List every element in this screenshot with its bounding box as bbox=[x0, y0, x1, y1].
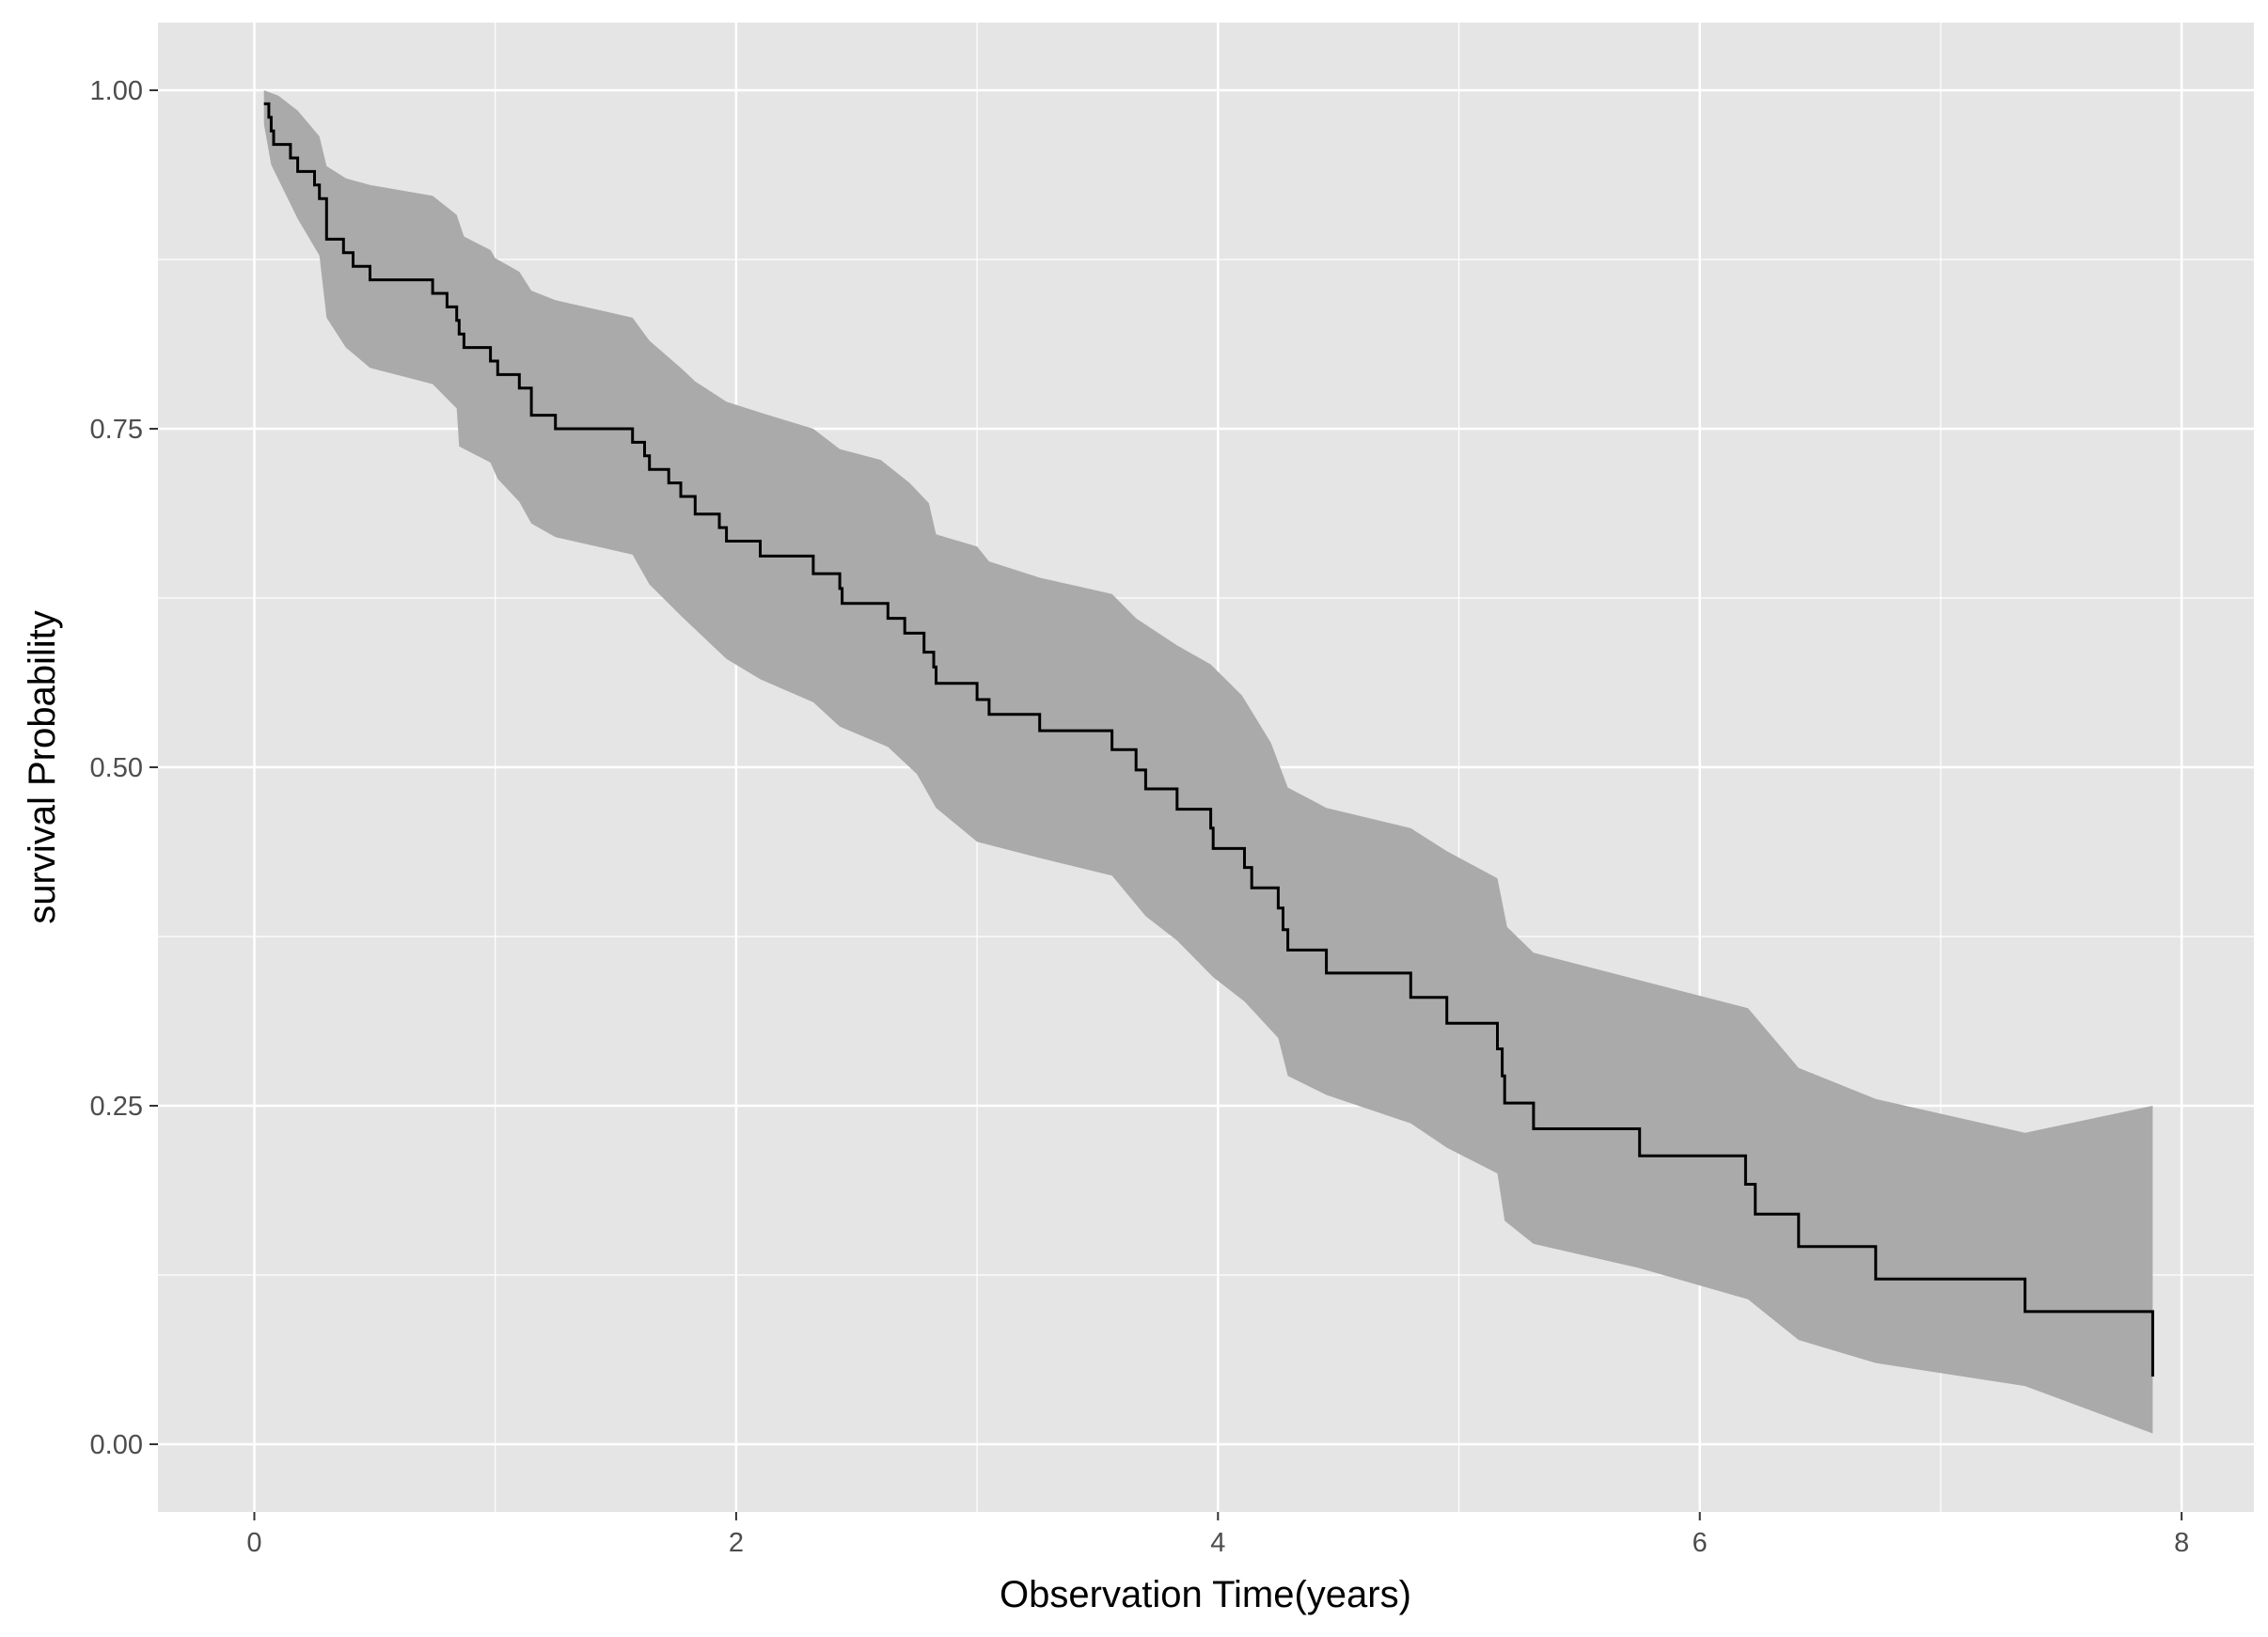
confidence-band bbox=[263, 90, 2153, 1434]
x-tick-label-2: 4 bbox=[1210, 1528, 1225, 1558]
x-tick-label-1: 2 bbox=[729, 1528, 744, 1558]
survival-curve bbox=[263, 102, 2154, 1377]
y-tick-label-2: 0.50 bbox=[90, 753, 143, 783]
y-tick-label-0: 0.00 bbox=[90, 1430, 143, 1460]
y-axis: 0.00 0.25 0.50 0.75 1.00 bbox=[90, 76, 158, 1460]
x-tick-label-0: 0 bbox=[246, 1528, 261, 1558]
y-tick-label-4: 1.00 bbox=[90, 76, 143, 106]
x-axis: 0 2 4 6 8 bbox=[246, 1512, 2189, 1558]
x-axis-title: Observation Time(years) bbox=[1000, 1574, 1411, 1615]
x-tick-label-4: 8 bbox=[2174, 1528, 2189, 1558]
x-tick-label-3: 6 bbox=[1693, 1528, 1708, 1558]
y-tick-label-1: 0.25 bbox=[90, 1092, 143, 1122]
y-tick-label-3: 0.75 bbox=[90, 415, 143, 445]
y-axis-title: survival Probability bbox=[22, 610, 63, 923]
